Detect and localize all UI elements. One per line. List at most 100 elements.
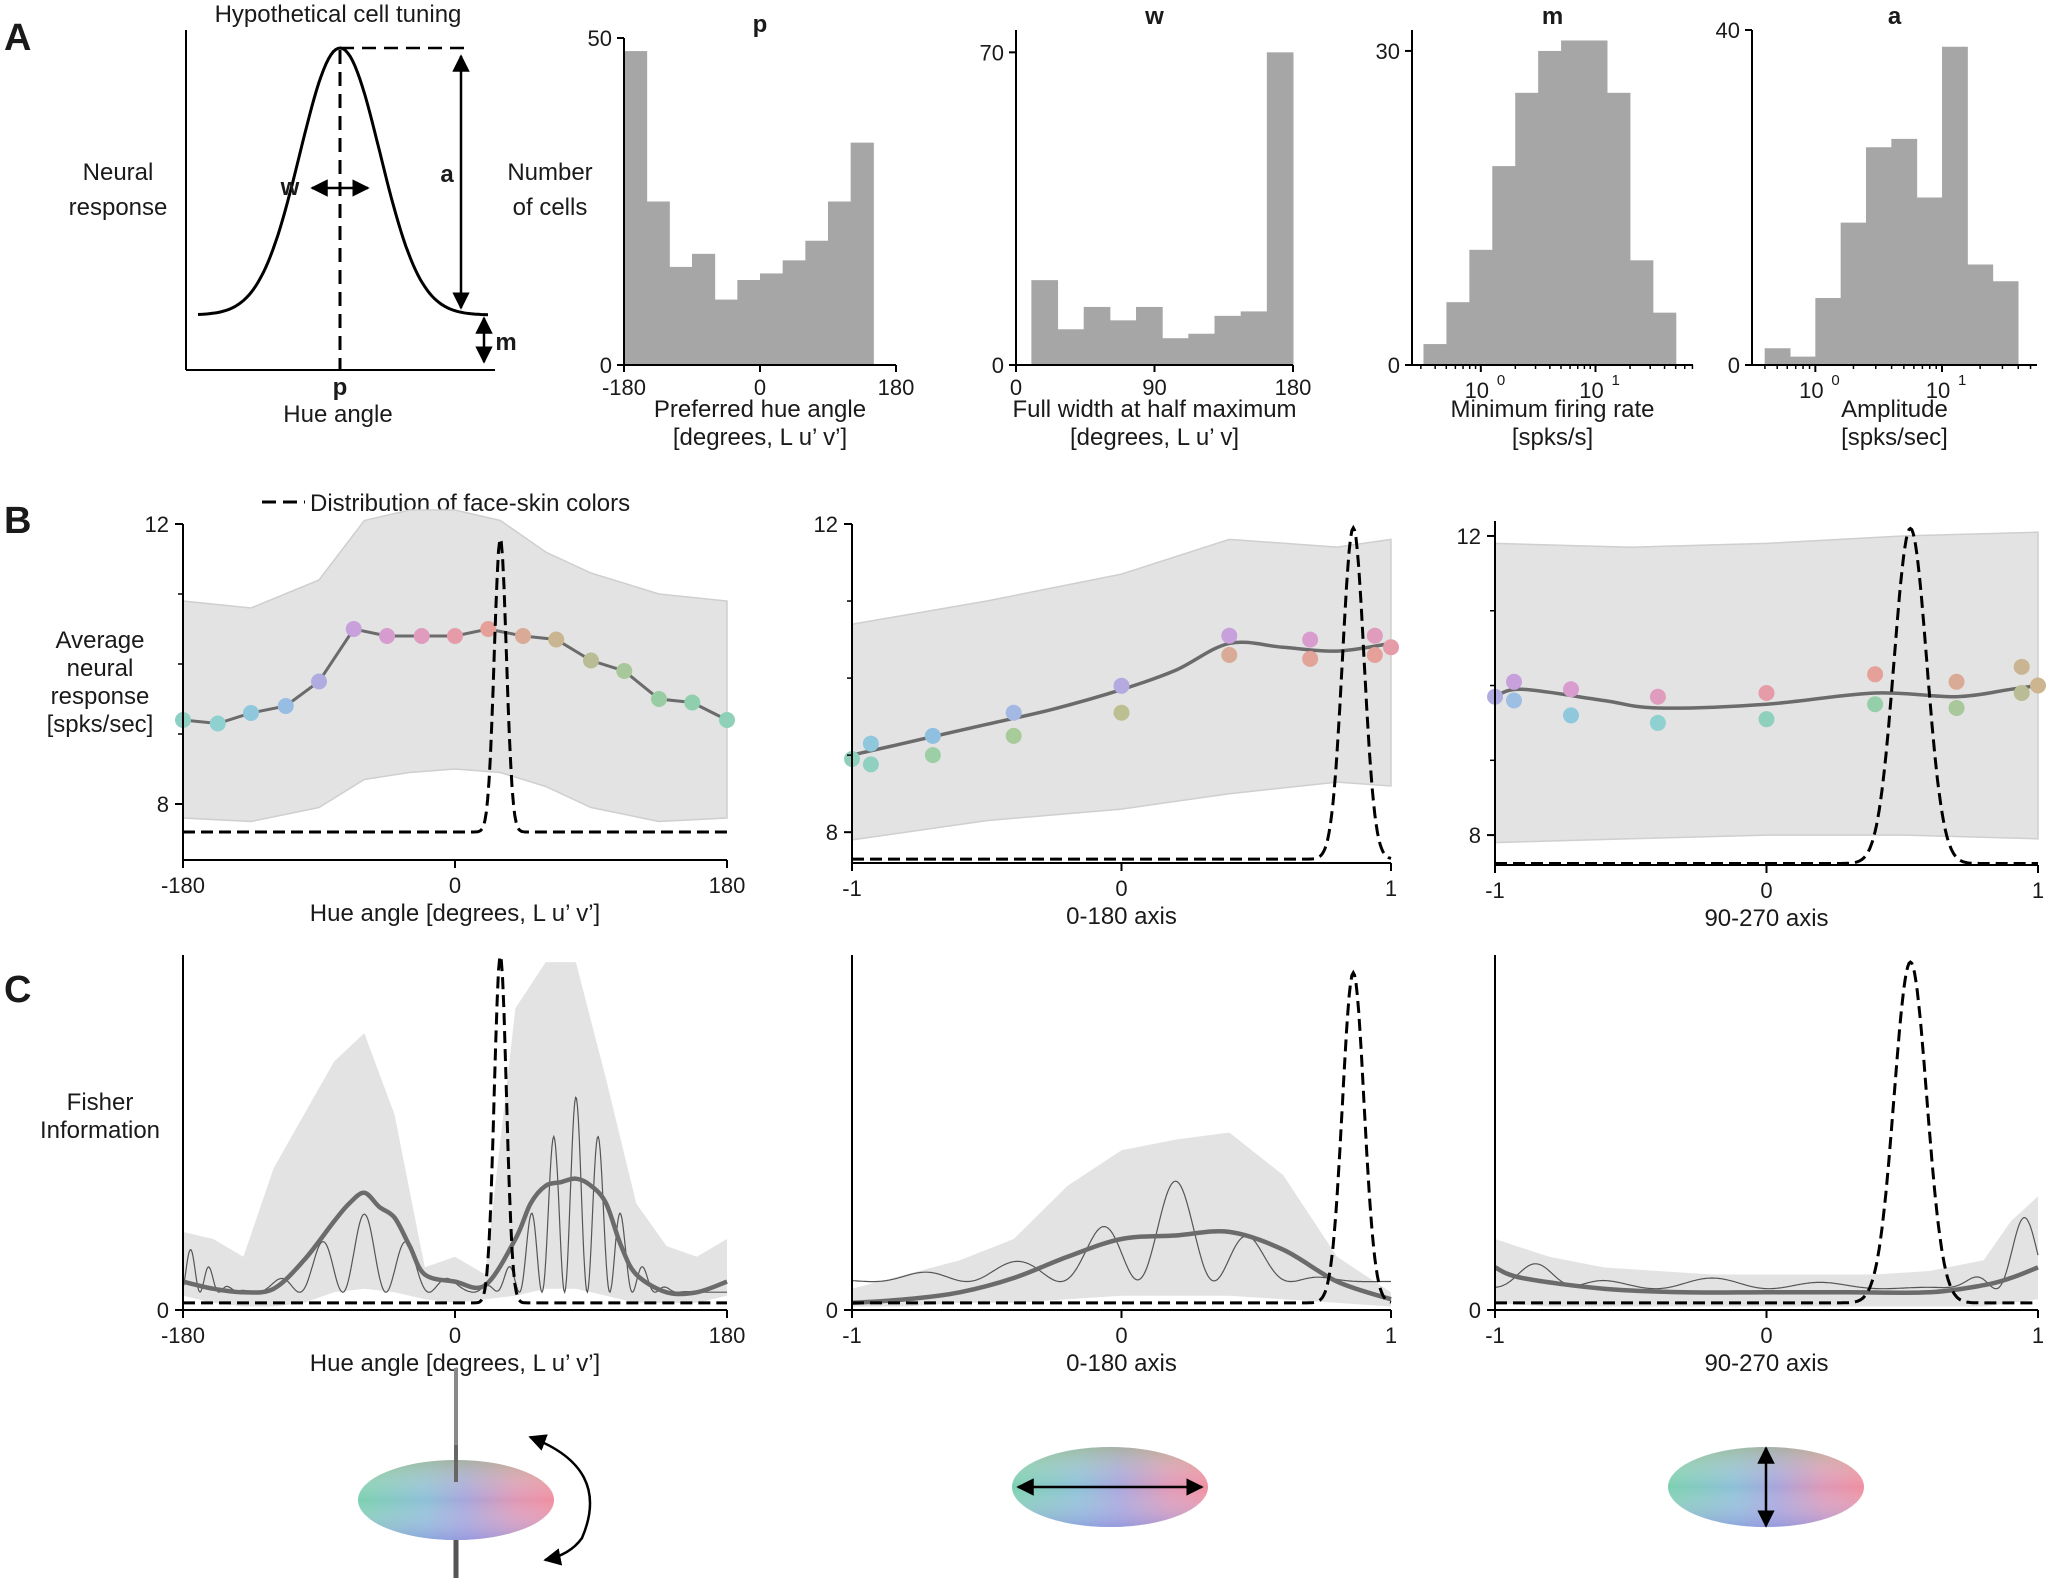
x-axis-label: 90-270 axis <box>1704 1350 1828 1377</box>
x-tick-label: 0 <box>754 375 766 400</box>
histogram-bar <box>1266 52 1294 365</box>
sem-band <box>182 509 728 823</box>
color-point <box>1506 692 1523 709</box>
x-tick-label: 1 <box>2032 1323 2044 1348</box>
y-tick-label: 0 <box>992 353 1004 378</box>
histogram-bar <box>805 240 829 365</box>
histogram-bar <box>1109 320 1137 365</box>
x-tick-label: 0 <box>449 873 461 898</box>
y-tick-label: 8 <box>1469 823 1481 848</box>
x-tick-label: 0 <box>1760 878 1772 903</box>
histogram-bar <box>782 260 806 365</box>
color-point <box>277 698 294 714</box>
color-point <box>1302 631 1319 648</box>
histogram-bar <box>1916 197 1943 365</box>
face-skin-distribution <box>1495 526 2038 865</box>
hist-ylabel-2: of cells <box>513 194 588 221</box>
color-point <box>515 628 531 644</box>
histogram-bar <box>1815 298 1842 365</box>
color-point <box>1005 727 1022 744</box>
schematic-ylabel-1: Neural <box>83 159 154 186</box>
histogram-bar <box>1240 311 1268 365</box>
color-point <box>1948 673 1965 690</box>
color-point <box>1563 707 1580 724</box>
b-ylabel-3: response <box>51 683 150 710</box>
histogram-bar <box>828 201 852 365</box>
legend-label: Distribution of face-skin colors <box>310 490 630 517</box>
histogram-bar <box>1840 222 1867 365</box>
y-tick-label: 40 <box>1716 18 1740 43</box>
x-tick-base: 10 <box>1799 378 1823 403</box>
color-point <box>447 628 463 644</box>
y-tick-label: 30 <box>1376 39 1400 64</box>
x-tick-label: 180 <box>709 873 746 898</box>
y-tick-label: 0 <box>1469 1298 1481 1323</box>
fisher-vs-0-180-axis: 0-1 0 10-180 axis <box>826 955 1397 1377</box>
x-axis-label: 90-270 axis <box>1704 905 1828 932</box>
histogram-bar <box>1606 92 1631 365</box>
histogram-bar <box>1629 260 1654 365</box>
x-axis-units: [degrees, L u’ v] <box>1070 424 1239 451</box>
sem-band <box>1495 1196 2038 1307</box>
hist-ylabel-1: Number <box>507 159 592 186</box>
x-axis-label: Full width at half maximum <box>1012 396 1296 423</box>
histogram-title: p <box>753 11 768 38</box>
histogram-minimum-rate: 0 30 10 0 10 1 m Minimum firing rate[spks/s] <box>1376 3 1694 451</box>
x-tick-exponent: 0 <box>1497 372 1505 389</box>
x-tick-label: 0 <box>1115 1323 1127 1348</box>
response-vs-90-270-axis: 8 12 -1 0 1 90-270 axis <box>1457 521 2046 932</box>
color-disk-rotation <box>358 1368 592 1578</box>
y-tick-label: 50 <box>588 26 612 51</box>
x-axis-label: Amplitude <box>1841 396 1948 423</box>
x-tick-label: 0 <box>1010 375 1022 400</box>
histogram-bar <box>1188 333 1216 365</box>
histogram-bar <box>624 51 648 366</box>
histogram-bar <box>1492 166 1516 365</box>
color-point <box>1563 681 1580 698</box>
mean-fisher-line <box>1494 1265 2039 1296</box>
color-point <box>862 735 879 752</box>
color-point <box>651 691 667 707</box>
histogram-bar <box>1790 356 1816 365</box>
label-m: m <box>495 329 516 356</box>
example-fisher-trace <box>1494 1216 2039 1290</box>
color-point <box>684 694 701 711</box>
histogram-bar <box>1764 348 1791 365</box>
x-tick-label: 0 <box>1115 876 1127 901</box>
color-point <box>719 712 735 728</box>
x-tick-label: 90 <box>1142 375 1166 400</box>
color-point <box>1113 704 1130 721</box>
x-tick-label: 180 <box>878 375 915 400</box>
color-point <box>862 756 879 773</box>
y-tick-label: 8 <box>157 792 169 817</box>
x-tick-label: -180 <box>161 1323 205 1348</box>
sem-band <box>852 1132 1391 1307</box>
legend: Distribution of face-skin colors <box>262 490 630 517</box>
mean-fisher-line <box>182 1176 728 1297</box>
histogram-bar <box>1136 306 1163 365</box>
x-tick-base: 10 <box>1579 378 1603 403</box>
y-tick-label: 0 <box>157 1298 169 1323</box>
color-point <box>1366 627 1383 644</box>
color-point <box>2030 677 2046 694</box>
color-point <box>616 663 633 679</box>
color-disk-shading <box>358 1460 554 1540</box>
color-point <box>413 628 430 644</box>
tuning-schematic: Hypothetical cell tuning Neural response… <box>69 1 517 428</box>
x-axis-label: Hue angle [degrees, L u’ v’] <box>310 900 600 927</box>
y-tick-label: 8 <box>826 820 838 845</box>
b-ylabel-1: Average <box>56 627 145 654</box>
y-tick-label: 70 <box>980 40 1004 65</box>
color-point <box>1867 666 1884 683</box>
y-tick-label: 0 <box>826 1298 838 1323</box>
schematic-ylabel-2: response <box>69 194 168 221</box>
y-tick-label: 12 <box>145 512 169 537</box>
panel-label-a: A <box>4 17 31 59</box>
histogram-bar <box>714 299 738 365</box>
x-tick-label: -180 <box>161 873 205 898</box>
histogram-bar <box>1446 302 1470 365</box>
color-point <box>924 747 941 764</box>
x-tick-exponent: 0 <box>1831 372 1839 389</box>
color-point <box>379 628 395 644</box>
histogram-bar <box>1538 50 1562 365</box>
